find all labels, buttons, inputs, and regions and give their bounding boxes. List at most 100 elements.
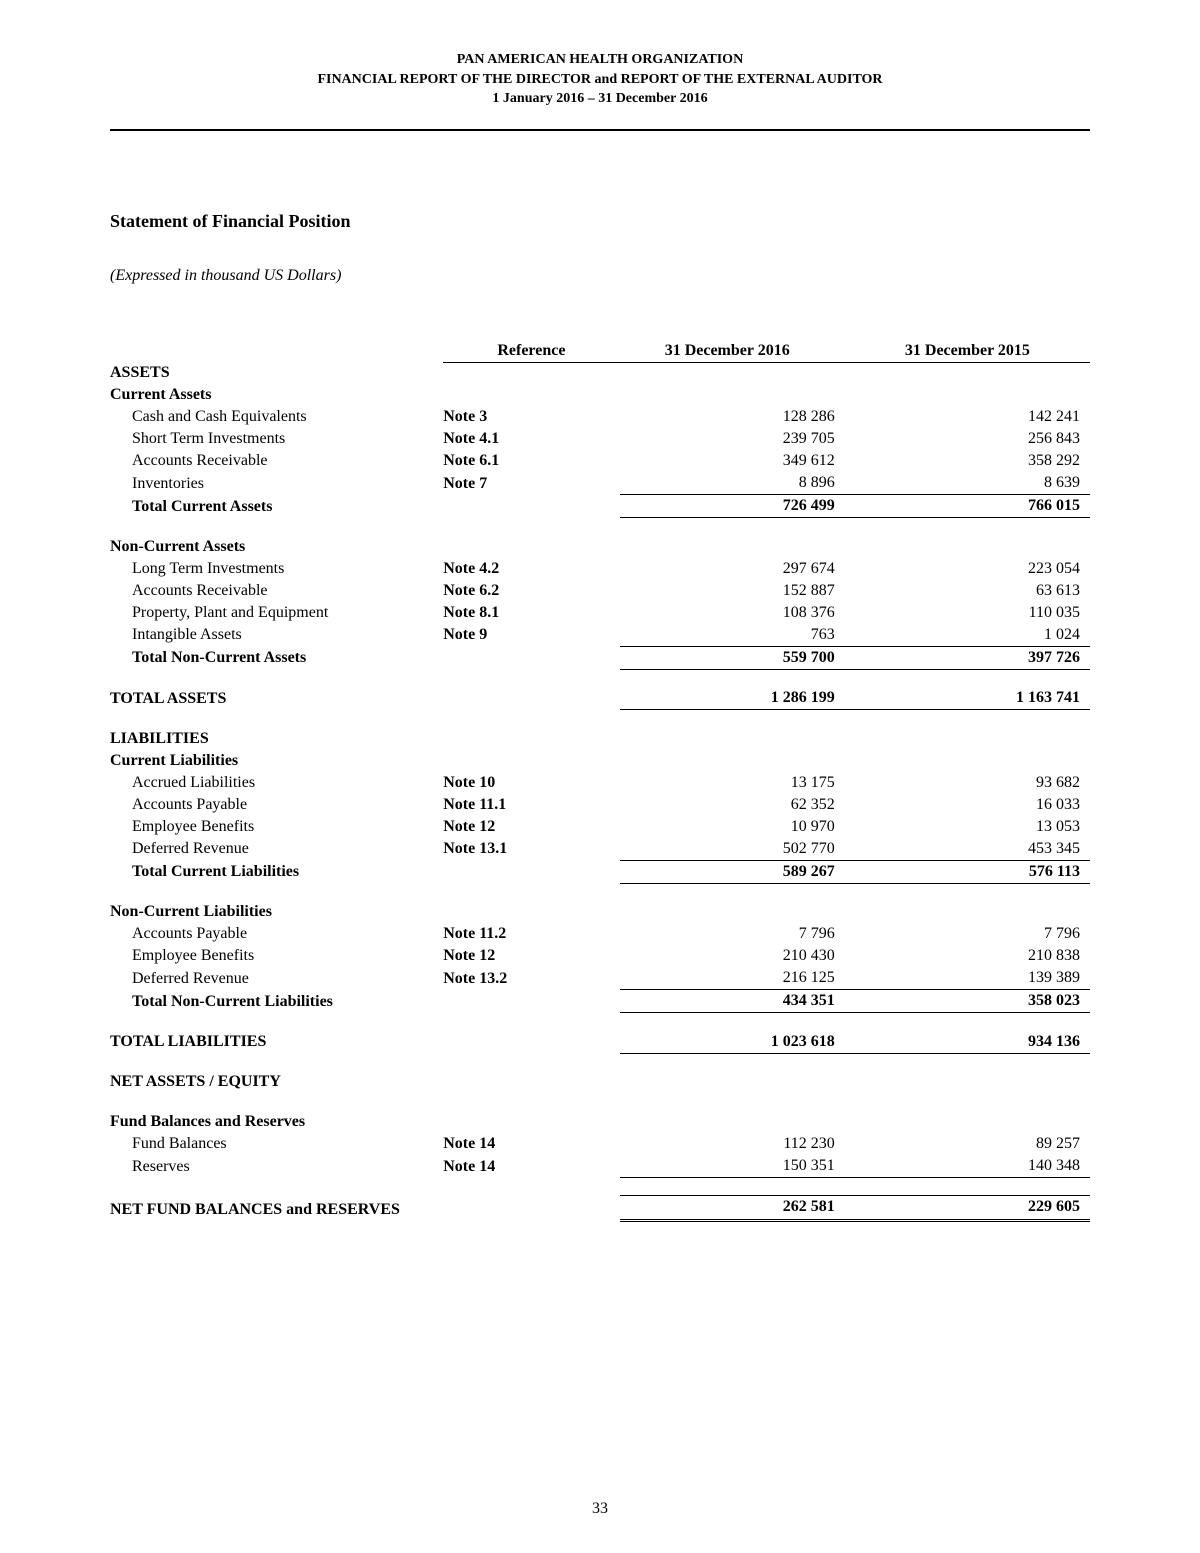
row-value-2016 xyxy=(620,1071,855,1093)
row-reference xyxy=(443,750,619,772)
table-row: Employee BenefitsNote 1210 97013 053 xyxy=(110,816,1090,838)
row-value-2016: 726 499 xyxy=(620,495,855,518)
row-reference: Note 13.2 xyxy=(443,967,619,990)
row-value-2016: 108 376 xyxy=(620,602,855,624)
row-value-2016: 10 970 xyxy=(620,816,855,838)
table-row: Deferred RevenueNote 13.1502 770453 345 xyxy=(110,838,1090,861)
financial-table: Reference 31 December 2016 31 December 2… xyxy=(110,340,1090,1223)
table-row: Accounts PayableNote 11.162 35216 033 xyxy=(110,794,1090,816)
row-value-2015: 576 113 xyxy=(855,860,1090,883)
row-value-2016 xyxy=(620,536,855,558)
row-value-2016: 8 896 xyxy=(620,472,855,495)
row-label: Intangible Assets xyxy=(110,624,443,647)
row-label: Current Liabilities xyxy=(110,750,443,772)
table-row xyxy=(110,518,1090,536)
col-header-2015: 31 December 2015 xyxy=(855,340,1090,363)
row-value-2015: 142 241 xyxy=(855,406,1090,428)
row-value-2016: 128 286 xyxy=(620,406,855,428)
table-row: Employee BenefitsNote 12210 430210 838 xyxy=(110,945,1090,967)
row-value-2015 xyxy=(855,384,1090,406)
row-label: Total Non-Current Liabilities xyxy=(110,990,443,1013)
row-value-2016: 13 175 xyxy=(620,772,855,794)
table-row: Current Liabilities xyxy=(110,750,1090,772)
row-reference xyxy=(443,1031,619,1054)
table-row: Cash and Cash EquivalentsNote 3128 28614… xyxy=(110,406,1090,428)
row-reference: Note 14 xyxy=(443,1133,619,1155)
row-label: Accounts Receivable xyxy=(110,450,443,472)
row-label: Deferred Revenue xyxy=(110,838,443,861)
row-label: Inventories xyxy=(110,472,443,495)
row-reference: Note 10 xyxy=(443,772,619,794)
row-value-2016: 349 612 xyxy=(620,450,855,472)
row-value-2015 xyxy=(855,1111,1090,1133)
row-reference xyxy=(443,495,619,518)
row-value-2015 xyxy=(855,728,1090,750)
table-row: Total Current Liabilities589 267576 113 xyxy=(110,860,1090,883)
row-value-2015: 16 033 xyxy=(855,794,1090,816)
row-label: Total Non-Current Assets xyxy=(110,646,443,669)
row-value-2016: 210 430 xyxy=(620,945,855,967)
row-value-2016: 1 286 199 xyxy=(620,687,855,710)
row-value-2016: 434 351 xyxy=(620,990,855,1013)
row-reference: Note 7 xyxy=(443,472,619,495)
row-value-2015: 210 838 xyxy=(855,945,1090,967)
row-label: Current Assets xyxy=(110,384,443,406)
table-row xyxy=(110,710,1090,728)
row-reference xyxy=(443,860,619,883)
row-value-2016 xyxy=(620,1111,855,1133)
row-label: Fund Balances and Reserves xyxy=(110,1111,443,1133)
table-row xyxy=(110,1178,1090,1196)
row-value-2016: 216 125 xyxy=(620,967,855,990)
row-reference xyxy=(443,687,619,710)
row-value-2015: 229 605 xyxy=(855,1196,1090,1221)
row-value-2016 xyxy=(620,750,855,772)
row-reference xyxy=(443,901,619,923)
row-value-2015: 93 682 xyxy=(855,772,1090,794)
row-value-2016: 559 700 xyxy=(620,646,855,669)
row-value-2016: 239 705 xyxy=(620,428,855,450)
page-number: 33 xyxy=(0,1500,1200,1518)
row-reference: Note 3 xyxy=(443,406,619,428)
table-row: Accounts ReceivableNote 6.2152 88763 613 xyxy=(110,580,1090,602)
row-reference xyxy=(443,728,619,750)
row-reference xyxy=(443,990,619,1013)
row-value-2016: 1 023 618 xyxy=(620,1031,855,1054)
table-row xyxy=(110,669,1090,687)
row-value-2015: 766 015 xyxy=(855,495,1090,518)
row-value-2016: 112 230 xyxy=(620,1133,855,1155)
currency-note: (Expressed in thousand US Dollars) xyxy=(110,267,1090,285)
table-row: Fund Balances and Reserves xyxy=(110,1111,1090,1133)
table-row: Property, Plant and EquipmentNote 8.1108… xyxy=(110,602,1090,624)
row-label: Non-Current Assets xyxy=(110,536,443,558)
row-reference xyxy=(443,1111,619,1133)
row-value-2015: 140 348 xyxy=(855,1155,1090,1178)
row-label: Property, Plant and Equipment xyxy=(110,602,443,624)
table-row: Total Non-Current Liabilities434 351358 … xyxy=(110,990,1090,1013)
row-label: Accounts Payable xyxy=(110,794,443,816)
row-value-2016 xyxy=(620,384,855,406)
table-row: Total Current Assets726 499766 015 xyxy=(110,495,1090,518)
table-row: Deferred RevenueNote 13.2216 125139 389 xyxy=(110,967,1090,990)
row-value-2016: 502 770 xyxy=(620,838,855,861)
table-row: TOTAL ASSETS1 286 1991 163 741 xyxy=(110,687,1090,710)
row-value-2015 xyxy=(855,901,1090,923)
row-reference: Note 6.2 xyxy=(443,580,619,602)
row-label: TOTAL LIABILITIES xyxy=(110,1031,443,1054)
table-row: TOTAL LIABILITIES1 023 618934 136 xyxy=(110,1031,1090,1054)
table-row: Accounts PayableNote 11.27 7967 796 xyxy=(110,923,1090,945)
row-value-2015: 453 345 xyxy=(855,838,1090,861)
document-header: PAN AMERICAN HEALTH ORGANIZATION FINANCI… xyxy=(110,50,1090,131)
row-value-2015: 110 035 xyxy=(855,602,1090,624)
row-label: Employee Benefits xyxy=(110,945,443,967)
row-reference xyxy=(443,1071,619,1093)
table-row: NET FUND BALANCES and RESERVES262 581229… xyxy=(110,1196,1090,1221)
table-row xyxy=(110,1053,1090,1071)
table-header-row: Reference 31 December 2016 31 December 2… xyxy=(110,340,1090,363)
row-value-2015: 256 843 xyxy=(855,428,1090,450)
table-row: InventoriesNote 78 8968 639 xyxy=(110,472,1090,495)
row-reference xyxy=(443,646,619,669)
header-line3: 1 January 2016 – 31 December 2016 xyxy=(110,89,1090,109)
statement-title: Statement of Financial Position xyxy=(110,211,1090,232)
table-row: ASSETS xyxy=(110,362,1090,384)
row-value-2016: 589 267 xyxy=(620,860,855,883)
